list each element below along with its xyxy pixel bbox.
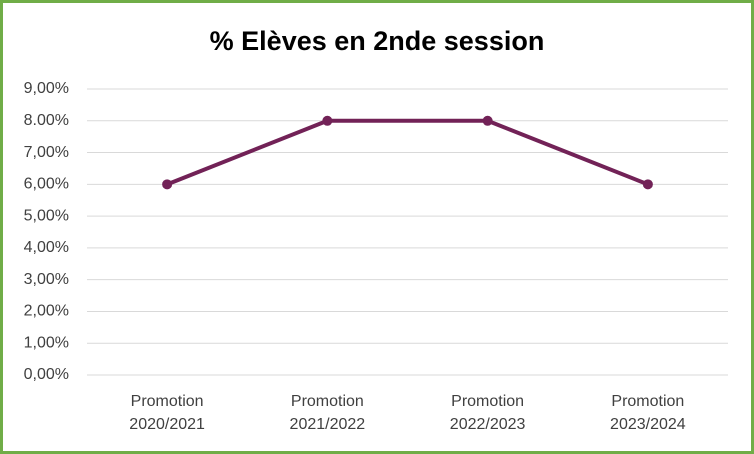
y-tick-label: 1,00% (24, 334, 69, 351)
y-tick-label: 7,00% (24, 144, 69, 161)
y-tick-label: 4,00% (24, 239, 69, 256)
x-tick-label: Promotion 2023/2024 (610, 393, 686, 433)
y-tick-label: 5,00% (24, 207, 69, 224)
chart-title: % Elèves en 2nde session (210, 26, 545, 56)
x-tick-label: Promotion 2022/2023 (449, 393, 526, 433)
y-tick-label: 0,00% (24, 366, 69, 383)
point (162, 179, 173, 190)
y-tick-label: 3,00% (24, 271, 69, 288)
point (482, 115, 493, 126)
line (166, 118, 649, 187)
point (322, 115, 333, 126)
y-tick-label: 8.00% (24, 112, 69, 129)
x-tick-label: Promotion 2021/2022 (289, 393, 366, 433)
y-tick-label: 2,00% (24, 303, 69, 320)
y-tick-label: 9,00% (24, 80, 69, 97)
y-tick-label: 6,00% (24, 176, 69, 193)
x-tick-label: Promotion 2020/2021 (129, 393, 205, 433)
point (642, 179, 653, 190)
